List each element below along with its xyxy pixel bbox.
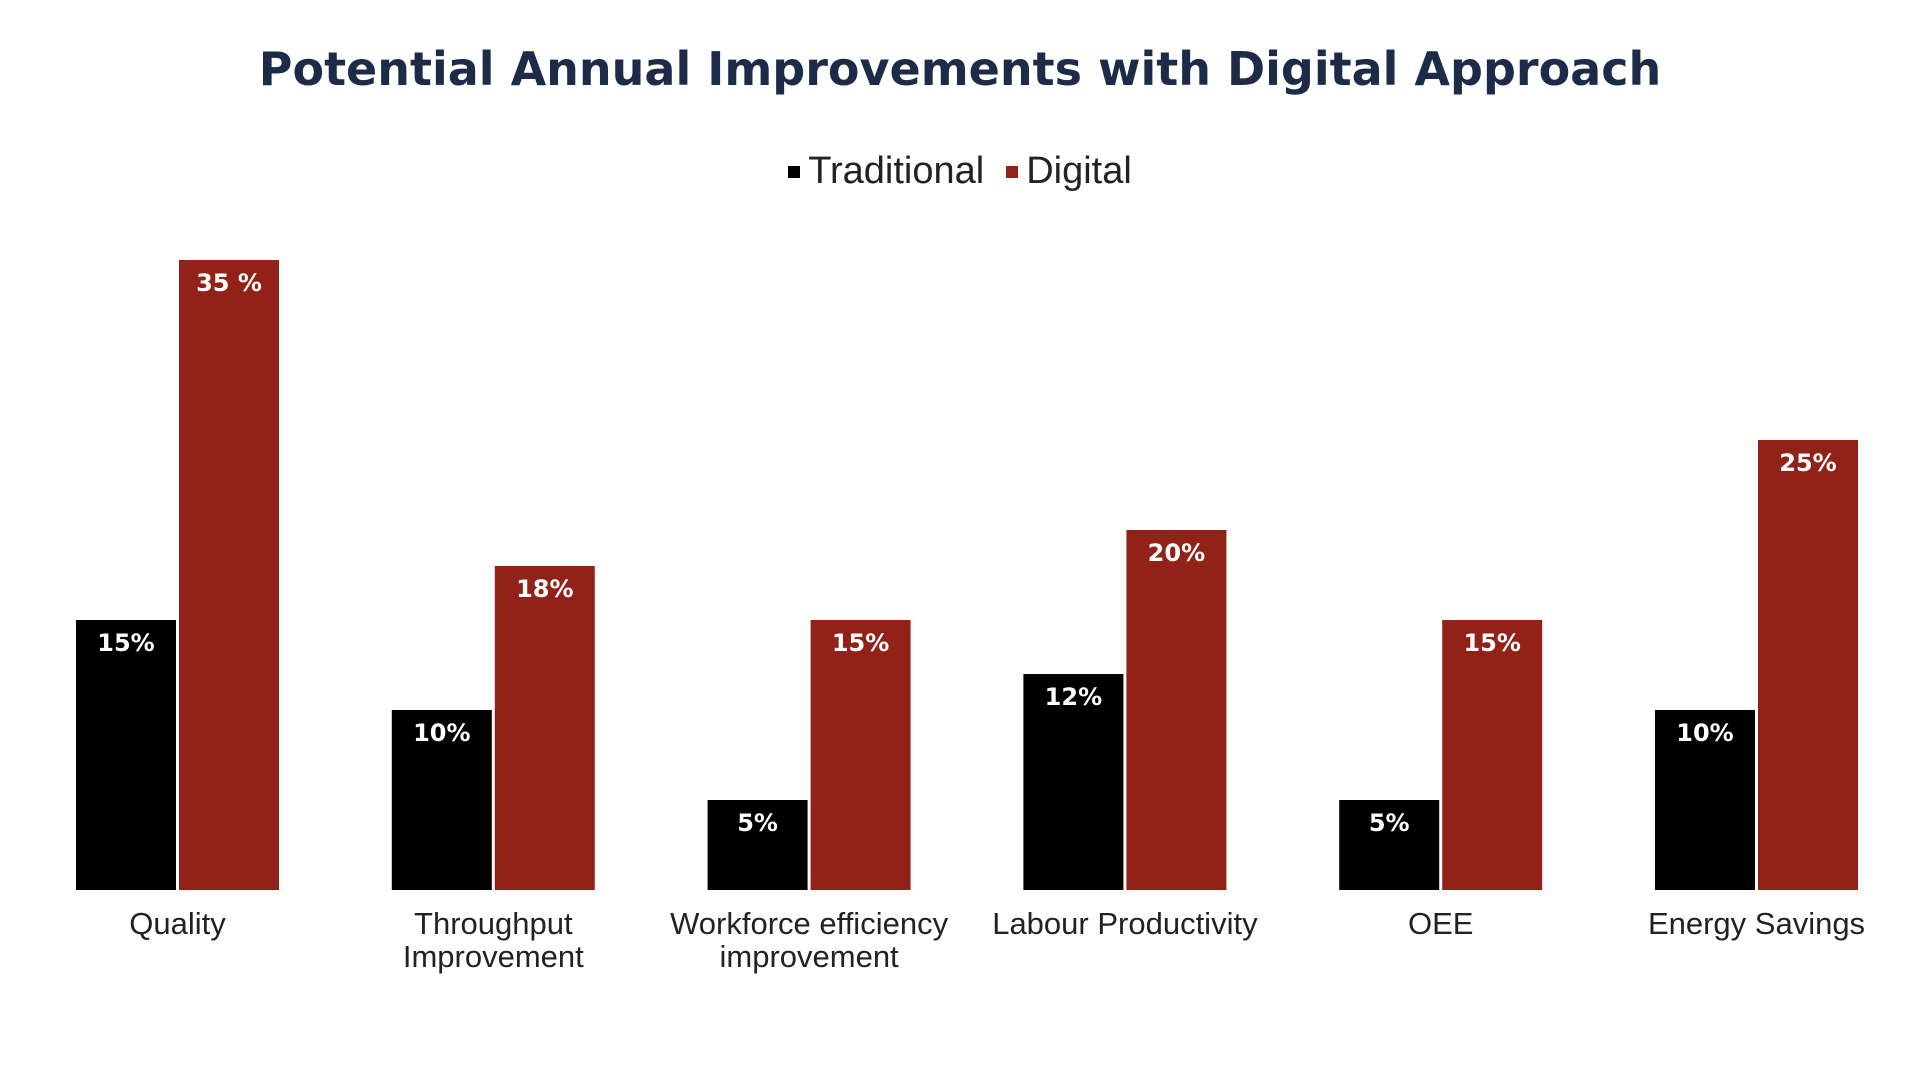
data-label-traditional-1: 10%: [413, 719, 470, 747]
legend-swatch-traditional: [788, 165, 801, 178]
bar-traditional-1: [391, 710, 492, 890]
bar-traditional-5: [1655, 710, 1755, 890]
category-label-4: OEE: [1408, 906, 1473, 941]
category-label-line-1-1: Improvement: [403, 939, 584, 974]
category-label-line-5-0: Energy Savings: [1648, 906, 1865, 941]
chart-title: Potential Annual Improvements with Digit…: [258, 42, 1662, 96]
category-label-line-0-0: Quality: [129, 906, 226, 941]
bar-digital-3: [1126, 530, 1227, 890]
legend-entry-traditional: Traditional: [788, 150, 984, 193]
legend: Traditional Digital: [0, 150, 1920, 193]
bar-digital-1: [494, 566, 595, 890]
bars-layer: [76, 260, 1858, 890]
category-labels-layer: Quality Throughput Improvement Workforce ef…: [129, 906, 1865, 974]
category-label-line-2-1: improvement: [720, 939, 900, 974]
data-label-traditional-4: 5%: [1369, 809, 1410, 837]
bar-digital-0: [179, 260, 279, 890]
category-label-0: Quality: [129, 906, 226, 941]
category-label-1: Throughput Improvement: [403, 906, 584, 974]
value-labels-layer: 15% 35 % 10% 18% 5% 15% 12% 20% 5% 15% 10% 25%: [97, 269, 1836, 837]
data-label-digital-3: 20%: [1148, 539, 1205, 567]
data-label-traditional-3: 12%: [1045, 683, 1102, 711]
category-label-5: Energy Savings: [1648, 906, 1865, 941]
category-label-2: Workforce efficiency improvement: [670, 906, 948, 974]
bar-traditional-2: [707, 800, 808, 890]
data-label-digital-5: 25%: [1779, 449, 1836, 477]
data-label-traditional-2: 5%: [737, 809, 778, 837]
data-label-traditional-5: 10%: [1676, 719, 1733, 747]
legend-swatch-digital: [1006, 165, 1019, 178]
bar-traditional-4: [1339, 800, 1440, 890]
data-label-digital-2: 15%: [832, 629, 889, 657]
bar-digital-2: [810, 620, 911, 890]
category-label-line-3-0: Labour Productivity: [992, 906, 1258, 941]
bar-digital-4: [1442, 620, 1543, 890]
bar-traditional-3: [1023, 674, 1124, 890]
data-label-digital-4: 15%: [1463, 629, 1520, 657]
legend-label-digital: Digital: [1026, 150, 1132, 192]
data-label-traditional-0: 15%: [97, 629, 154, 657]
category-label-3: Labour Productivity: [992, 906, 1258, 941]
category-label-line-1-0: Throughput: [414, 906, 573, 941]
bar-traditional-0: [76, 620, 176, 890]
legend-entry-digital: Digital: [1006, 150, 1132, 193]
category-label-line-2-0: Workforce efficiency: [670, 906, 948, 941]
legend-label-traditional: Traditional: [808, 150, 985, 192]
data-label-digital-1: 18%: [516, 575, 573, 603]
bar-digital-5: [1758, 440, 1858, 890]
category-label-line-4-0: OEE: [1408, 906, 1473, 941]
data-label-digital-0: 35 %: [196, 269, 262, 297]
